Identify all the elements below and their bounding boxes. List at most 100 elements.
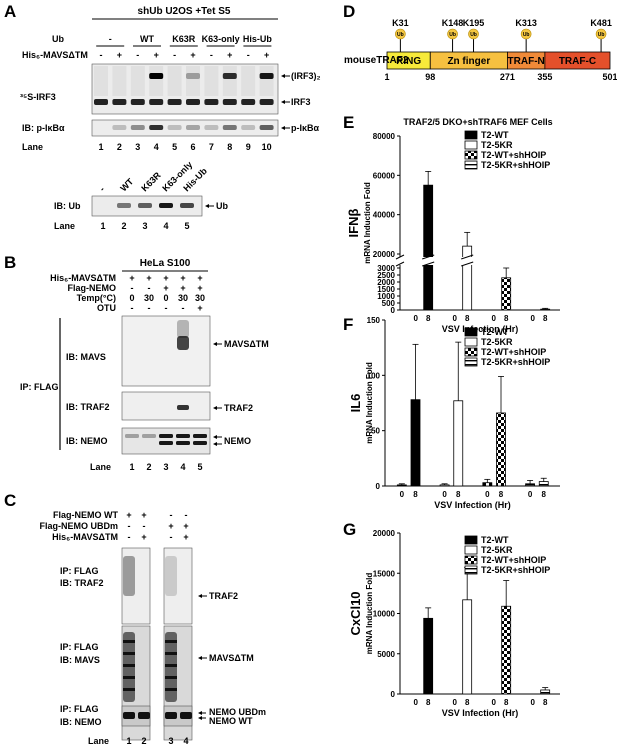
x-tick-label: 8 [465, 698, 470, 707]
lane-number: 3 [168, 736, 173, 746]
bar [540, 689, 551, 695]
traf2-position: 501 [602, 72, 617, 82]
bar [423, 184, 434, 311]
b-row-label: Flag-NEMO [68, 283, 117, 293]
ub-circle-label: Ub [470, 32, 477, 38]
y-tick-label: 1500 [377, 285, 395, 294]
x-tick-label: 0 [491, 698, 496, 707]
legend-swatch [464, 347, 478, 357]
legend-swatch [464, 357, 478, 367]
x-tick-label: 0 [452, 314, 457, 323]
lane-number: 2 [117, 142, 122, 152]
irf3-monomer-band [94, 99, 108, 105]
ub-sub-lane-label: - [97, 184, 106, 193]
b-nemo-band [125, 434, 139, 438]
irf3-smear [130, 66, 145, 96]
bar [538, 481, 549, 487]
x-tick-label: 8 [542, 490, 547, 499]
b-row-value: 0 [163, 293, 168, 303]
traf2-ub-sites: Ub K31 Ub K148 Ub K195 Ub K313 Ub K481 [392, 18, 612, 52]
bar [482, 482, 493, 487]
chart-title: TRAF2/5 DKO+shTRAF6 MEF Cells [403, 117, 552, 127]
c-nemo-band [180, 712, 192, 719]
panel-letter-c: C [4, 491, 16, 510]
x-tick-label: 0 [530, 314, 535, 323]
x-tick-label: 8 [543, 314, 548, 323]
c-traf2-blot-right [163, 547, 193, 625]
legend-swatch [464, 150, 478, 160]
c-row-value: + [183, 521, 188, 531]
legend-label: T2-WT [481, 130, 509, 140]
ub-sub-lane-number: 2 [121, 221, 126, 231]
axis-break-mark [395, 261, 405, 267]
c-row-value: - [185, 510, 188, 520]
lane-number: 5 [172, 142, 177, 152]
y-tick-label: 1000 [377, 292, 395, 301]
pikba-left-label: IB: p-IκBα [22, 123, 65, 133]
y-tick-label: 0 [391, 690, 396, 699]
lane-number: 2 [141, 736, 146, 746]
his-sign: - [247, 50, 250, 60]
lane-label-a: Lane [22, 142, 43, 152]
c-mavs-band [165, 676, 177, 679]
legend-label: T2-5KR+shHOIP [481, 565, 550, 575]
pikba-band [222, 125, 237, 130]
b-row-value: - [182, 303, 185, 313]
b-traf2-bands [177, 405, 189, 410]
ub-circle-label: Ub [598, 32, 605, 38]
y-tick-label: 0 [391, 306, 396, 315]
traf2-position: 1 [384, 72, 389, 82]
bar [501, 605, 512, 695]
panel-b-header: HeLa S100 [140, 258, 191, 269]
b-row-label: Temp(°C) [77, 293, 116, 303]
bar-break-mark [422, 254, 435, 260]
panel-b-condition-rows: His₆-MAVSΔTM + + + + +Flag-NEMO - - + + +Temp(°C) 0… [50, 273, 205, 313]
x-tick-label: 0 [442, 490, 447, 499]
c-mavs-band [123, 688, 135, 691]
legend-swatch [464, 565, 478, 575]
c-right-traf2: TRAF2 [209, 591, 238, 601]
x-tick-label: 0 [413, 698, 418, 707]
b-row-value: - [131, 303, 134, 313]
c-row-value: - [170, 510, 173, 520]
irf3-smear [186, 66, 200, 96]
panel-d: RING Zn finger TRAF-N TRAF-C mouseTRAF2 Ub K… [344, 18, 617, 82]
lane-number: 2 [146, 462, 151, 472]
irf3-monomer-band [112, 99, 127, 105]
ub-sub-lane-label: K63R [139, 170, 163, 194]
bar [439, 484, 450, 487]
panel-letter-g: G [343, 520, 356, 539]
b-row-value: 30 [195, 293, 205, 303]
x-axis-label: VSV Infection (Hr) [434, 500, 511, 510]
b-row-value: - [148, 283, 151, 293]
irf3-dimer-band [222, 73, 237, 79]
ub-sub-band [138, 203, 152, 208]
x-tick-label: 8 [543, 698, 548, 707]
pikba-band [130, 125, 145, 130]
lane-number: 6 [190, 142, 195, 152]
c-row-value: + [168, 521, 173, 531]
ub-sub-lane-number: 4 [163, 221, 168, 231]
ub-circle [447, 28, 458, 40]
irf3-label: ³⁵S-IRF3 [20, 92, 56, 102]
y-tick-label: 100 [367, 371, 381, 380]
lane-number: 8 [227, 142, 232, 152]
c-nemo-band [165, 712, 177, 719]
legend-label: T2-WT+shHOIP [481, 555, 546, 565]
bar-break-mark [422, 261, 435, 267]
dimer-label: (IRF3)₂ [291, 71, 321, 81]
ub-row-label: Ub [52, 34, 64, 44]
x-axis-label: VSV Infection (Hr) [442, 324, 519, 334]
b-row-value: + [197, 273, 202, 283]
y-tick-label: 10000 [373, 610, 396, 619]
c-ip1: IP: FLAG [60, 566, 99, 576]
legend-swatch [464, 327, 478, 337]
ub-sub-band [96, 203, 110, 208]
b-row-value: + [180, 273, 185, 283]
c-ib1: IB: TRAF2 [60, 578, 104, 588]
b-row-label: His₆-MAVSΔTM [50, 273, 116, 283]
legend-swatch [464, 535, 478, 545]
x-tick-label: 0 [413, 314, 418, 323]
irf3-monomer-band [130, 99, 145, 105]
